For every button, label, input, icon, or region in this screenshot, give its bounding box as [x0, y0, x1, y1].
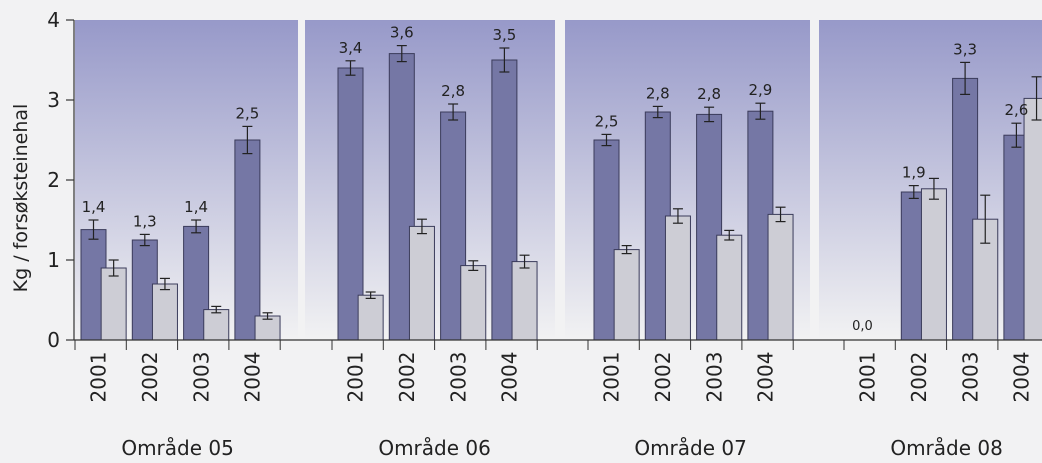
data-label-g4-2002: 1,9: [902, 164, 926, 182]
error-bar-dark-g3-2004: [755, 102, 766, 120]
error-bar-dark-g3-2001: [601, 133, 612, 147]
x-tick-label-g2-2004: 2004: [498, 352, 522, 403]
data-label-g4-2004: 2,6: [1004, 101, 1028, 119]
x-tick-label-g1-2004: 2004: [241, 352, 265, 403]
x-tick-label-g4-2001: 2001: [856, 352, 880, 403]
bar-light-g2-2002: [408, 225, 435, 341]
error-bar-dark-g2-2003: [448, 103, 459, 121]
bar-light-g4-2004: [1023, 97, 1042, 341]
data-label-g3-2001: 2,5: [595, 112, 619, 130]
error-bar-dark-g4-2003: [960, 61, 971, 96]
y-tick-label-3: 3: [47, 88, 60, 112]
error-bar-dark-g2-2002: [396, 44, 407, 63]
x-tick-label-g1-2003: 2003: [189, 352, 213, 403]
error-bar-dark-g1-2002: [139, 233, 150, 247]
x-tick-label-g1-2001: 2001: [87, 352, 111, 403]
bar-light-g2-2001: [357, 294, 384, 341]
y-axis-label: Kg / forsøksteinehal: [10, 104, 32, 293]
bar-dark-g1-2004: [234, 139, 261, 341]
data-label-g3-2003: 2,8: [697, 85, 721, 103]
error-bar-dark-g3-2003: [704, 106, 715, 123]
error-bar-light-g1-2001: [108, 259, 119, 277]
panel-backgrounds: [75, 20, 1042, 340]
error-bar-dark-g2-2004: [499, 47, 510, 73]
axes: [66, 19, 1042, 350]
x-tick-label-g3-2003: 2003: [702, 352, 726, 403]
x-tick-label-g4-2004: 2004: [1010, 352, 1034, 403]
y-tick-label-4: 4: [47, 8, 60, 32]
error-bar-light-g1-2003: [211, 305, 222, 314]
error-bar-light-g3-2003: [724, 229, 735, 241]
data-label-g2-2002: 3,6: [390, 24, 414, 42]
bar-light-g3-2004: [767, 213, 794, 341]
x-tick-label-g3-2002: 2002: [651, 352, 675, 403]
error-bar-light-g4-2002: [928, 177, 939, 200]
error-bar-light-g3-2002: [672, 208, 683, 224]
error-bar-light-g2-2002: [416, 218, 427, 235]
error-bar-light-g3-2001: [621, 245, 632, 255]
group-label-4: Område 08: [890, 436, 1003, 460]
data-label-g1-2004: 2,5: [235, 104, 259, 122]
error-bar-light-g1-2002: [159, 277, 170, 291]
error-bar-light-g2-2004: [519, 254, 530, 269]
x-tick-label-g4-2003: 2003: [958, 352, 982, 403]
data-label-g1-2002: 1,3: [133, 212, 157, 230]
error-bar-light-g3-2004: [775, 206, 786, 223]
data-label-g4-2001: 0,0: [852, 319, 873, 334]
error-bar-light-g2-2003: [468, 260, 479, 271]
error-bar-dark-g4-2004: [1011, 122, 1022, 148]
data-label-g3-2004: 2,9: [748, 81, 772, 99]
data-label-g4-2003: 3,3: [953, 40, 977, 58]
bar-light-g1-2001: [100, 267, 127, 341]
bar-light-g1-2003: [203, 309, 230, 341]
error-bar-dark-g3-2002: [652, 105, 663, 119]
labels: 1,4 2001 1,3 2002 1,4 2003 2,5 2004 Område 05 3,4…: [47, 8, 1033, 460]
error-bar-dark-g1-2004: [242, 125, 253, 155]
data-label-g2-2004: 3,5: [492, 26, 516, 44]
x-tick-label-g3-2001: 2001: [600, 352, 624, 403]
bar-light-g1-2004: [254, 315, 281, 341]
data-label-g1-2001: 1,4: [82, 198, 106, 216]
y-tick-label-0: 0: [47, 328, 60, 352]
error-bar-light-g1-2004: [262, 312, 273, 320]
error-bar-dark-g4-2002: [908, 185, 919, 199]
error-bar-dark-g2-2001: [345, 60, 356, 76]
bar-light-g3-2003: [716, 234, 743, 341]
error-bar-light-g4-2004: [1031, 76, 1042, 121]
group-label-1: Område 05: [121, 436, 234, 460]
error-bar-dark-g1-2003: [191, 219, 202, 234]
y-tick-label-2: 2: [47, 168, 60, 192]
x-tick-label-g1-2002: 2002: [138, 352, 162, 403]
bar-light-g3-2002: [664, 215, 691, 341]
x-tick-label-g4-2002: 2002: [907, 352, 931, 403]
data-label-g3-2002: 2,8: [646, 84, 670, 102]
data-label-g2-2001: 3,4: [339, 39, 363, 57]
bar-light-g1-2002: [151, 283, 178, 341]
data-label-g2-2003: 2,8: [441, 82, 465, 100]
group-label-3: Område 07: [634, 436, 747, 460]
error-bar-light-g2-2001: [365, 291, 376, 299]
bars: [80, 44, 1042, 341]
bar-light-g2-2003: [460, 265, 487, 341]
y-tick-label-1: 1: [47, 248, 60, 272]
data-label-g1-2003: 1,4: [184, 198, 208, 216]
group-label-2: Område 06: [378, 436, 491, 460]
x-tick-label-g3-2004: 2004: [754, 352, 778, 403]
bar-light-g3-2001: [613, 249, 640, 341]
error-bar-light-g4-2003: [980, 194, 991, 244]
x-tick-label-g2-2002: 2002: [395, 352, 419, 403]
bar-light-g4-2002: [920, 188, 947, 341]
bar-light-g2-2004: [511, 261, 538, 341]
x-tick-label-g2-2003: 2003: [446, 352, 470, 403]
x-tick-label-g2-2001: 2001: [344, 352, 368, 403]
error-bar-dark-g1-2001: [88, 219, 99, 240]
